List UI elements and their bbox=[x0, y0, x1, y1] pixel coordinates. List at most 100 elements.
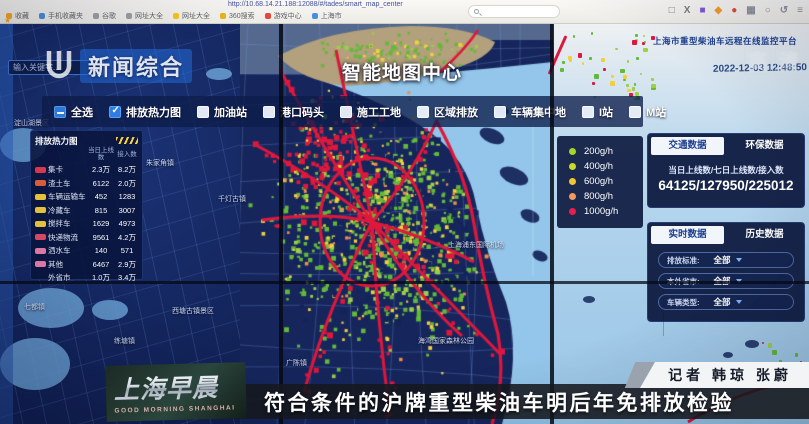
bookmark-label: 上海市 bbox=[320, 13, 342, 20]
legend-label: 1000g/h bbox=[584, 206, 619, 217]
island-blob bbox=[583, 296, 595, 303]
browser-toolbar-icon[interactable]: ■ bbox=[699, 5, 706, 16]
map-center-title: 智能地图中心 bbox=[341, 63, 462, 84]
emission-dot bbox=[643, 47, 648, 53]
bookmark-item[interactable]: 网址大全 bbox=[173, 11, 210, 21]
vehicle-type-label: 其他 bbox=[48, 259, 63, 269]
column-header: 接入数 bbox=[117, 150, 137, 158]
emission-dot bbox=[635, 56, 640, 61]
emission-dot bbox=[627, 88, 631, 93]
emission-table-row[interactable]: 车辆运输车 452 1283 bbox=[35, 190, 138, 204]
bookmark-label: 手机收藏夹 bbox=[48, 13, 83, 20]
checkbox-icon[interactable] bbox=[494, 105, 506, 118]
browser-toolbar-icon[interactable]: X bbox=[683, 5, 691, 16]
emission-table-row[interactable]: 搅拌车 1629 4973 bbox=[35, 217, 138, 231]
daily-online-count: 9561 bbox=[92, 232, 110, 242]
emission-dot bbox=[626, 84, 630, 87]
filter-checkbox-item[interactable]: 全选 bbox=[54, 104, 93, 120]
emission-table-row[interactable]: 冷藏车 815 3007 bbox=[35, 204, 138, 218]
legend-color-dot bbox=[569, 178, 576, 185]
emission-dot bbox=[562, 60, 566, 64]
checkbox-icon[interactable] bbox=[263, 105, 275, 118]
emission-dot bbox=[634, 91, 639, 97]
tab-realtime-data[interactable]: 实时数据 bbox=[651, 226, 724, 244]
bookmark-label: 网址大全 bbox=[135, 13, 163, 20]
tab-traffic-data[interactable]: 交通数据 bbox=[651, 137, 724, 155]
tab-environment-data[interactable]: 环保数据 bbox=[745, 140, 784, 151]
filter-select[interactable]: 排放标准: 全部 bbox=[658, 252, 794, 268]
bookmark-item[interactable]: 谷歌 bbox=[93, 11, 116, 21]
filter-checkbox-item[interactable]: 港口码头 bbox=[263, 104, 324, 120]
filter-checkbox-item[interactable]: 排放热力图 bbox=[109, 104, 181, 120]
channel-name: 新闻综合 bbox=[80, 49, 193, 83]
select-label: 车辆类型: bbox=[667, 297, 700, 307]
emission-heatmap-canvas[interactable] bbox=[240, 24, 553, 424]
filter-checkbox-item[interactable]: I站 bbox=[582, 104, 613, 120]
monitor-bezel bbox=[550, 24, 554, 424]
filter-label: 施工工地 bbox=[357, 106, 401, 119]
legend-item: 600g/h bbox=[569, 174, 643, 189]
emission-dot bbox=[577, 53, 583, 58]
browser-toolbar-icon[interactable]: ● bbox=[731, 5, 738, 16]
tab-history-data[interactable]: 历史数据 bbox=[745, 229, 784, 240]
filter-checkbox-item[interactable]: 区域排放 bbox=[417, 104, 478, 120]
truck-icon bbox=[35, 166, 46, 173]
browser-toolbar-icon[interactable]: ○ bbox=[764, 5, 771, 16]
bookmark-item[interactable]: 手机收藏夹 bbox=[39, 11, 83, 21]
browser-toolbar-icon[interactable]: ≡ bbox=[797, 5, 803, 16]
checkbox-icon[interactable] bbox=[109, 105, 121, 118]
bookmark-item[interactable]: 游戏中心 bbox=[264, 11, 302, 21]
monitor-bezel bbox=[279, 24, 283, 424]
browser-search-box[interactable] bbox=[468, 5, 560, 18]
browser-toolbar-icon[interactable]: ↺ bbox=[779, 5, 789, 16]
bookmark-item[interactable]: 360搜索 bbox=[220, 11, 255, 21]
emission-table-row[interactable]: 渣土车 6122 2.0万 bbox=[35, 177, 138, 191]
bookmark-item[interactable]: 网址大全 bbox=[126, 11, 163, 21]
emission-dot bbox=[643, 41, 646, 44]
news-ticker-text: 符合条件的沪牌重型柴油车明后年免排放检验 bbox=[264, 391, 734, 415]
address-bar-url[interactable]: http://10.68.14.21.188:12088/#/tades/sma… bbox=[228, 1, 403, 8]
realtime-data-panel: 实时数据 历史数据 排放标准: 全部 本外省市: 全部 车辆类型: 全部 bbox=[647, 222, 805, 322]
filter-label: 加油站 bbox=[214, 106, 247, 119]
filter-checkbox-item[interactable]: 施工工地 bbox=[340, 104, 401, 120]
browser-toolbar-icon[interactable]: □ bbox=[668, 5, 675, 16]
checkbox-icon[interactable] bbox=[582, 105, 594, 118]
filter-select[interactable]: 车辆类型: 全部 bbox=[658, 294, 794, 310]
truck-icon bbox=[35, 207, 46, 214]
vehicle-type-label: 车辆运输车 bbox=[48, 192, 86, 202]
emission-dot bbox=[623, 75, 628, 79]
browser-toolbar-icon[interactable]: ▦ bbox=[746, 5, 756, 16]
truck-icon bbox=[35, 180, 46, 187]
legend-color-dot bbox=[569, 193, 576, 200]
emission-dot bbox=[623, 78, 626, 82]
monitor-bezel bbox=[0, 281, 809, 284]
bookmark-label: 谷歌 bbox=[102, 13, 116, 20]
emission-table-row[interactable]: 外省市 1.0万 3.4万 bbox=[35, 271, 138, 285]
emission-table-row[interactable]: 集卡 2.3万 8.2万 bbox=[35, 163, 138, 177]
filter-checkbox-item[interactable]: M站 bbox=[629, 104, 666, 120]
favorites-star-icon[interactable] bbox=[4, 10, 11, 28]
bookmark-item[interactable]: 上海市 bbox=[311, 11, 342, 21]
hd-watermark: 高 清 bbox=[744, 46, 803, 75]
browser-toolbar-icon[interactable]: ◆ bbox=[714, 5, 723, 16]
emission-table-row[interactable]: 快递物流 9561 4.2万 bbox=[35, 231, 138, 245]
filter-checkbox-item[interactable]: 加油站 bbox=[197, 104, 247, 120]
emission-heatmap-panel: 排放热力图 当日上线数 接入数 集卡 2.3万 8.2万 渣土车 6122 2.… bbox=[30, 130, 143, 282]
select-value: 全部 bbox=[713, 255, 731, 265]
checkbox-icon[interactable] bbox=[54, 105, 66, 118]
filter-checkbox-item[interactable]: 车辆集中地 bbox=[494, 104, 566, 120]
checkbox-icon[interactable] bbox=[340, 105, 352, 118]
legend-label: 600g/h bbox=[584, 176, 614, 187]
emission-dot bbox=[651, 83, 656, 89]
emission-dot bbox=[572, 35, 576, 38]
emission-dot bbox=[631, 86, 636, 91]
checkbox-icon[interactable] bbox=[417, 105, 429, 118]
show-logo-chinese: 上海早晨 bbox=[113, 367, 238, 406]
emission-table-row[interactable]: 洒水车 140 571 bbox=[35, 244, 138, 258]
island-blob bbox=[723, 352, 733, 358]
checkbox-icon[interactable] bbox=[197, 105, 209, 118]
daily-online-count: 140 bbox=[94, 246, 108, 256]
checkbox-icon[interactable] bbox=[629, 105, 642, 118]
emission-table-row[interactable]: 其他 6467 2.9万 bbox=[35, 258, 138, 272]
emission-dot bbox=[771, 349, 777, 355]
